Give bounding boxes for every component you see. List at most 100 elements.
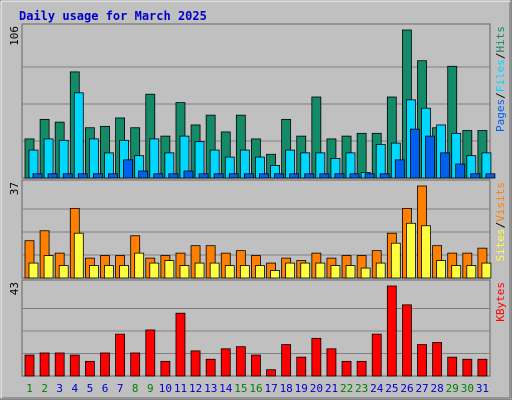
visits-sites-bar — [239, 265, 250, 279]
x-tick-label: 11 — [174, 382, 187, 395]
hits-pages-bar — [349, 173, 360, 179]
kbytes-max-label: 43 — [8, 282, 21, 295]
kbytes-kbytes-bar — [205, 358, 216, 377]
kbytes-kbytes-bar — [54, 352, 65, 377]
kbytes-kbytes-bar — [190, 350, 201, 377]
visits-sites-bar — [255, 265, 265, 279]
x-tick-label: 29 — [446, 382, 459, 395]
visits-sites-bar — [360, 267, 371, 279]
hits-pages-bar — [92, 173, 103, 179]
visits-sites-bar — [149, 262, 160, 279]
hits-max-label: 106 — [8, 26, 21, 46]
hits-pages-bar — [425, 135, 435, 179]
hits-files-bar — [43, 138, 54, 179]
x-tick-label: 3 — [56, 382, 63, 395]
visits-sites-bar — [194, 262, 205, 279]
x-tick-label: 14 — [219, 382, 233, 395]
visits-sites-bar — [119, 265, 129, 279]
x-tick-label: 8 — [132, 382, 139, 395]
hits-pages-bar — [319, 173, 330, 179]
x-tick-label: 26 — [400, 382, 413, 395]
hits-pages-bar — [32, 173, 43, 179]
visits-sites-bar — [73, 232, 84, 279]
kbytes-kbytes-bar — [371, 333, 382, 377]
x-tick-label: 4 — [72, 382, 79, 395]
hits-legend-item: Pages — [494, 99, 507, 132]
visits-sites-bar — [406, 222, 416, 279]
hits-legend-item: / — [494, 92, 507, 99]
hits-pages-bar — [334, 173, 345, 179]
x-tick-label: 1 — [26, 382, 33, 395]
kbytes-kbytes-bar — [84, 360, 95, 377]
hits-files-bar — [149, 138, 160, 179]
hits-pages-bar — [394, 159, 405, 179]
kbytes-kbytes-bar — [175, 312, 186, 377]
x-tick-label: 7 — [117, 382, 124, 395]
hits-files-bar — [194, 141, 205, 179]
hits-pages-bar — [183, 170, 194, 179]
kbytes-kbytes-bar — [296, 356, 307, 377]
visits-legend-item: Visits — [494, 182, 507, 222]
kbytes-kbytes-bar — [220, 348, 231, 377]
kbytes-kbytes-bar — [235, 346, 246, 377]
visits-sites-bar — [43, 255, 54, 279]
x-tick-label: 27 — [415, 382, 428, 395]
hits-files-bar — [73, 92, 84, 179]
hits-pages-bar — [213, 173, 224, 179]
x-tick-label: 30 — [461, 382, 474, 395]
kbytes-kbytes-bar — [24, 354, 35, 377]
kbytes-kbytes-bar — [281, 344, 292, 377]
hits-pages-bar — [259, 173, 269, 179]
visits-sites-bar — [466, 265, 477, 279]
kbytes-kbytes-bar — [39, 352, 50, 377]
kbytes-kbytes-bar — [432, 342, 443, 377]
hits-pages-bar — [228, 173, 239, 179]
visits-sites-bar — [330, 265, 341, 279]
x-tick-label: 12 — [189, 382, 202, 395]
hits-pages-bar — [379, 173, 390, 179]
kbytes-kbytes-bar — [266, 369, 276, 377]
kbytes-kbytes-bar — [100, 352, 110, 377]
x-tick-label: 22 — [340, 382, 353, 395]
x-tick-label: 21 — [325, 382, 338, 395]
chart-title: Daily usage for March 2025 — [19, 9, 207, 23]
visits-sites-bar — [315, 262, 326, 279]
hits-pages-bar — [410, 128, 420, 179]
hits-pages-bar — [198, 173, 209, 179]
visits-sites-bar — [345, 265, 356, 279]
visits-sites-bar — [285, 262, 296, 279]
x-tick-label: 5 — [87, 382, 94, 395]
visits-sites-bar — [224, 265, 235, 279]
visits-sites-bar — [88, 265, 99, 279]
kbytes-kbytes-bar — [145, 329, 156, 377]
visits-legend: Sites/Visits — [494, 182, 507, 262]
visits-max-label: 37 — [8, 182, 21, 195]
hits-files-bar — [58, 139, 69, 179]
hits-pages-bar — [123, 159, 133, 179]
x-tick-label: 9 — [147, 382, 154, 395]
visits-legend-item: Sites — [494, 228, 507, 261]
visits-sites-bar — [451, 265, 462, 279]
x-tick-label: 16 — [249, 382, 262, 395]
hits-pages-bar — [108, 173, 118, 179]
hits-legend: Pages/Files/Hits — [494, 26, 507, 132]
x-tick-label: 10 — [159, 382, 172, 395]
kbytes-kbytes-bar — [417, 344, 427, 377]
hits-pages-bar — [274, 173, 284, 179]
hits-legend-item: / — [494, 53, 507, 60]
kbytes-kbytes-bar — [326, 348, 337, 377]
hits-hits-bar — [356, 132, 367, 179]
hits-files-bar — [88, 138, 99, 179]
visits-sites-bar — [209, 262, 220, 279]
hits-pages-bar — [440, 152, 451, 179]
visits-sites-bar — [481, 262, 492, 279]
x-tick-label: 28 — [431, 382, 444, 395]
kbytes-kbytes-bar — [160, 360, 171, 377]
hits-pages-bar — [62, 173, 73, 179]
visits-sites-bar — [28, 262, 39, 279]
kbytes-kbytes-bar — [69, 354, 80, 377]
visits-sites-bar — [58, 265, 69, 279]
kbytes-kbytes-bar — [115, 333, 125, 377]
x-tick-label: 24 — [370, 382, 384, 395]
